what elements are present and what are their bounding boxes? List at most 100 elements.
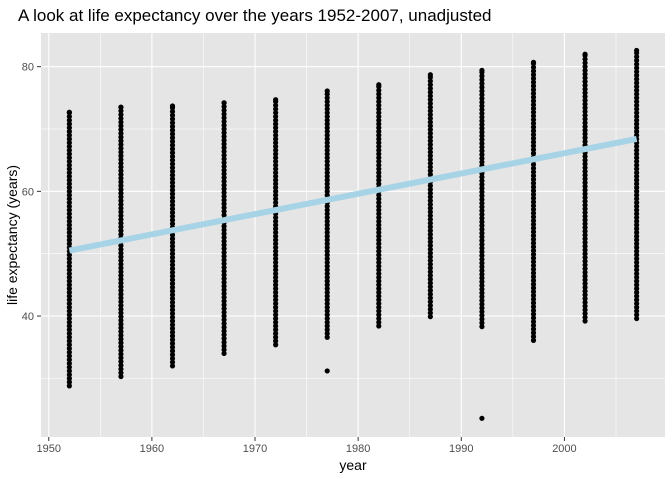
data-point	[530, 296, 537, 302]
data-point	[66, 289, 72, 295]
data-point	[273, 334, 279, 340]
data-point	[530, 244, 537, 250]
data-point	[479, 316, 485, 322]
data-point	[221, 163, 227, 170]
data-point	[634, 252, 640, 258]
data-point	[118, 276, 124, 282]
data-point	[427, 100, 433, 107]
data-point	[427, 160, 433, 166]
data-point	[118, 362, 124, 368]
data-point	[221, 261, 227, 267]
data-point	[634, 170, 640, 176]
data-point	[376, 147, 382, 153]
x-tick-label: 1990	[449, 443, 473, 455]
data-point	[66, 140, 72, 146]
data-point	[427, 306, 433, 312]
data-point	[634, 214, 640, 221]
data-point	[582, 187, 588, 193]
data-point	[66, 155, 72, 161]
data-point	[376, 289, 382, 295]
data-point	[66, 334, 72, 340]
data-point	[118, 325, 124, 331]
data-point	[324, 185, 330, 191]
data-point	[427, 265, 433, 271]
data-point	[66, 349, 72, 355]
data-point	[376, 170, 382, 176]
data-point	[118, 366, 124, 372]
data-point	[66, 241, 72, 247]
data-point	[169, 288, 176, 294]
data-point	[221, 103, 227, 110]
data-point	[66, 271, 72, 277]
data-point	[530, 206, 537, 213]
data-point	[634, 256, 640, 262]
axes: 1950 1960 1970 1980 1990 2000 40 60 80	[22, 62, 577, 455]
data-point	[273, 241, 279, 247]
data-point	[634, 181, 640, 187]
data-point	[427, 224, 433, 230]
data-point	[273, 286, 279, 292]
data-point	[582, 172, 588, 178]
data-point	[634, 121, 640, 127]
data-point	[634, 308, 640, 314]
data-point	[324, 226, 330, 232]
data-point	[427, 164, 433, 170]
data-point	[376, 237, 382, 243]
data-point	[66, 199, 72, 206]
data-point	[118, 228, 124, 234]
data-point	[376, 233, 382, 239]
data-point	[582, 236, 588, 242]
data-point	[324, 229, 330, 236]
data-point	[530, 191, 537, 198]
data-point	[376, 211, 382, 217]
data-point	[169, 340, 176, 347]
data-point	[273, 177, 279, 183]
data-point	[66, 274, 72, 280]
data-point	[118, 280, 124, 286]
data-point	[324, 286, 330, 292]
data-point	[479, 238, 485, 244]
data-point	[479, 252, 485, 259]
data-point	[221, 152, 227, 158]
data-point	[221, 204, 227, 211]
data-point	[634, 76, 640, 82]
data-point	[376, 300, 382, 307]
data-point	[376, 136, 382, 142]
data-point	[169, 150, 176, 156]
data-point	[634, 54, 640, 60]
data-point	[376, 158, 382, 165]
data-point	[427, 310, 433, 316]
data-point	[221, 100, 227, 106]
data-point	[582, 97, 588, 103]
data-point	[479, 151, 485, 158]
data-point	[169, 281, 176, 287]
data-point	[634, 278, 640, 284]
data-point	[169, 127, 176, 133]
data-point	[66, 278, 72, 284]
data-point	[118, 201, 124, 208]
data-point	[479, 118, 485, 124]
data-point	[66, 233, 72, 239]
data-point	[66, 211, 72, 217]
data-point	[376, 98, 382, 105]
data-point	[530, 109, 537, 115]
data-point	[118, 284, 124, 290]
data-point	[118, 108, 124, 114]
data-point	[582, 239, 588, 246]
data-point	[582, 90, 588, 96]
data-point	[634, 69, 640, 75]
data-point	[530, 277, 537, 284]
data-point	[221, 186, 227, 192]
data-point	[427, 145, 433, 151]
data-point	[273, 166, 279, 172]
data-point	[324, 252, 330, 258]
data-point	[273, 222, 279, 228]
data-point	[479, 144, 485, 150]
data-point	[427, 141, 433, 148]
data-point	[530, 68, 537, 74]
data-point	[169, 153, 176, 160]
data-point	[376, 297, 382, 303]
data-point	[376, 271, 382, 277]
data-point	[582, 82, 588, 88]
data-point	[376, 267, 382, 273]
